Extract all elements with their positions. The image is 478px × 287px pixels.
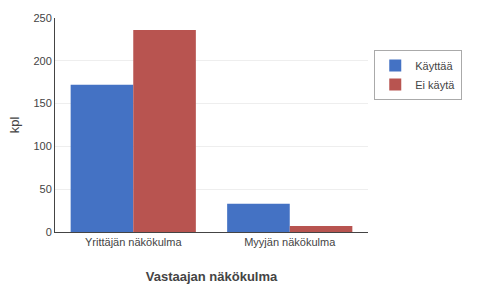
svg-text:Yrittäjän näkökulma: Yrittäjän näkökulma xyxy=(85,236,182,248)
svg-text:Käyttää: Käyttää xyxy=(415,60,453,72)
svg-text:250: 250 xyxy=(33,12,51,24)
svg-text:Myyjän näkökulma: Myyjän näkökulma xyxy=(244,236,336,248)
svg-text:200: 200 xyxy=(33,55,51,67)
svg-text:150: 150 xyxy=(33,97,51,109)
svg-text:100: 100 xyxy=(33,140,51,152)
svg-text:Ei käytä: Ei käytä xyxy=(415,79,455,91)
svg-text:50: 50 xyxy=(40,183,52,195)
svg-text:0: 0 xyxy=(46,226,52,238)
svg-text:Vastaajan näkökulma: Vastaajan näkökulma xyxy=(146,269,278,284)
svg-text:kpl: kpl xyxy=(7,117,22,134)
